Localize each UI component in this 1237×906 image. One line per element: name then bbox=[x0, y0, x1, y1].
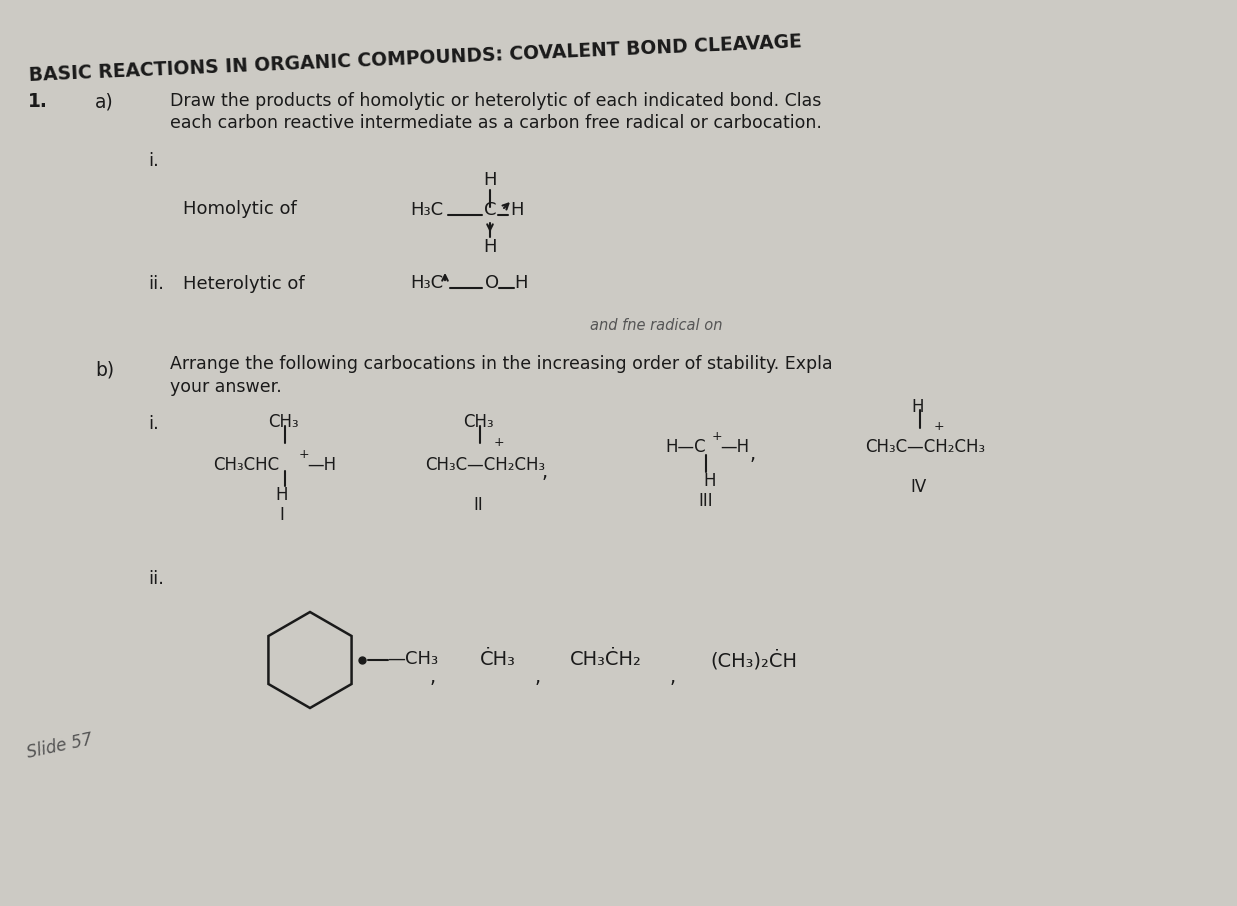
Text: H—C: H—C bbox=[666, 438, 705, 456]
Text: H: H bbox=[703, 472, 715, 490]
Text: CH₃C—CH₂CH₃: CH₃C—CH₂CH₃ bbox=[426, 456, 546, 474]
Text: O: O bbox=[485, 274, 499, 292]
Text: H: H bbox=[276, 486, 288, 504]
Text: CH₃: CH₃ bbox=[267, 413, 298, 431]
Text: CH₃: CH₃ bbox=[463, 413, 494, 431]
Text: your answer.: your answer. bbox=[169, 378, 282, 396]
Text: II: II bbox=[473, 496, 482, 514]
Text: +: + bbox=[299, 448, 309, 461]
Text: H₃C: H₃C bbox=[409, 201, 443, 219]
Text: CH₃C—CH₂CH₃: CH₃C—CH₂CH₃ bbox=[865, 438, 985, 456]
Text: BASIC REACTIONS IN ORGANIC COMPOUNDS: COVALENT BOND CLEAVAGE: BASIC REACTIONS IN ORGANIC COMPOUNDS: CO… bbox=[28, 32, 802, 85]
Text: ,: , bbox=[534, 668, 541, 687]
Text: H: H bbox=[912, 398, 924, 416]
Text: Arrange the following carbocations in the increasing order of stability. Expla: Arrange the following carbocations in th… bbox=[169, 355, 833, 373]
Text: CH₃ĊH₂: CH₃ĊH₂ bbox=[570, 650, 642, 669]
Text: +: + bbox=[494, 436, 505, 449]
Text: ,: , bbox=[670, 668, 677, 687]
Text: ,: , bbox=[542, 463, 548, 482]
Text: H: H bbox=[510, 201, 523, 219]
Text: 1.: 1. bbox=[28, 92, 48, 111]
Text: —H: —H bbox=[720, 438, 750, 456]
Text: Slide 57: Slide 57 bbox=[25, 730, 94, 762]
Text: +: + bbox=[934, 420, 945, 433]
Text: i.: i. bbox=[148, 152, 158, 170]
Text: each carbon reactive intermediate as a carbon free radical or carbocation.: each carbon reactive intermediate as a c… bbox=[169, 114, 821, 132]
Text: H: H bbox=[484, 238, 497, 256]
Text: I: I bbox=[280, 506, 285, 524]
Text: H: H bbox=[484, 171, 497, 189]
Text: —CH₃: —CH₃ bbox=[387, 650, 438, 668]
Text: +: + bbox=[713, 430, 722, 443]
Text: CH₃CHC: CH₃CHC bbox=[213, 456, 280, 474]
Text: ,: , bbox=[430, 668, 437, 687]
Text: H: H bbox=[515, 274, 527, 292]
Text: i.: i. bbox=[148, 415, 158, 433]
Text: IV: IV bbox=[910, 478, 927, 496]
Text: a): a) bbox=[95, 92, 114, 111]
Text: H₃C: H₃C bbox=[409, 274, 443, 292]
Text: b): b) bbox=[95, 360, 114, 379]
Text: ii.: ii. bbox=[148, 570, 165, 588]
Text: ii.: ii. bbox=[148, 275, 165, 293]
Text: Heterolytic of: Heterolytic of bbox=[183, 275, 304, 293]
Text: C: C bbox=[484, 201, 496, 219]
Text: ,: , bbox=[750, 445, 756, 464]
Text: and fne radical on: and fne radical on bbox=[590, 318, 722, 333]
Text: ĊH₃: ĊH₃ bbox=[480, 650, 516, 669]
Text: Draw the products of homolytic or heterolytic of each indicated bond. Clas: Draw the products of homolytic or hetero… bbox=[169, 92, 821, 110]
Text: —H: —H bbox=[307, 456, 336, 474]
Text: Homolytic of: Homolytic of bbox=[183, 200, 297, 218]
Text: (CH₃)₂ĊH: (CH₃)₂ĊH bbox=[710, 650, 797, 670]
Text: III: III bbox=[699, 492, 714, 510]
